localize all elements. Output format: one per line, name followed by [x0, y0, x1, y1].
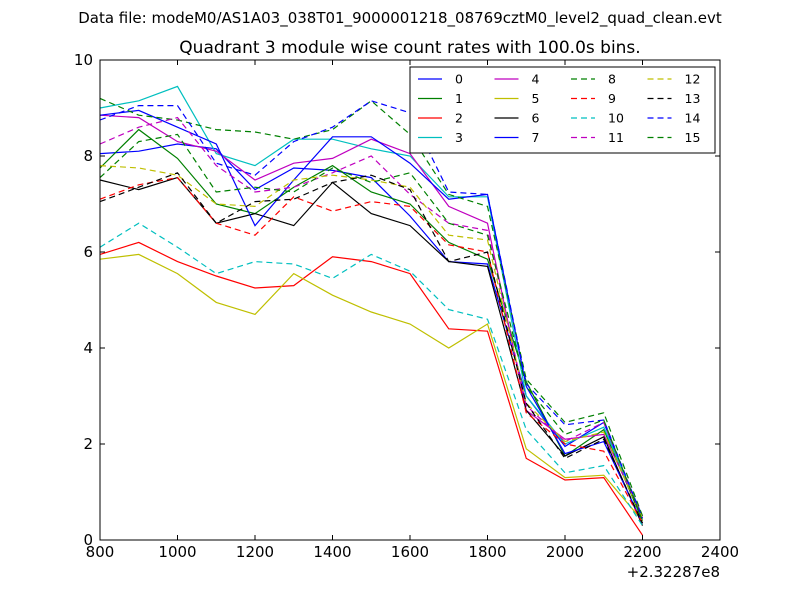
- legend-label: 13: [685, 91, 701, 106]
- series-line-2: [99, 241, 643, 536]
- y-tick-label: 0: [83, 531, 93, 549]
- legend-item-5: 5: [494, 91, 540, 106]
- x-tick-label: 2200: [623, 543, 661, 561]
- legend-item-2: 2: [418, 111, 463, 126]
- y-tick-label: 2: [83, 435, 93, 453]
- series-line-10: [99, 222, 644, 526]
- legend-label: 2: [455, 111, 463, 126]
- series-line-9: [99, 176, 644, 524]
- legend-item-0: 0: [418, 72, 463, 87]
- y-tick-label: 8: [83, 147, 93, 165]
- plot-frame: [99, 59, 721, 541]
- legend-label: 11: [608, 130, 624, 145]
- legend-label: 15: [685, 130, 701, 145]
- legend-label: 8: [608, 72, 616, 87]
- legend-label: 4: [532, 72, 540, 87]
- figure-suptitle: Data file: modeM0/AS1A03_038T01_90000012…: [78, 9, 722, 28]
- legend-item-6: 6: [494, 111, 540, 126]
- ticks-layer: 800 1000 1200 1400 1600 1800 2000 2200 2400 0 2 4 6 8…: [74, 51, 739, 561]
- legend-item-9: 9: [571, 91, 616, 106]
- legend-label: 10: [608, 111, 624, 126]
- legend-item-3: 3: [418, 130, 463, 145]
- x-tick-label: 2400: [701, 543, 739, 561]
- legend-label: 5: [532, 91, 540, 106]
- series-line-12: [99, 165, 644, 519]
- series-line-13: [99, 172, 644, 524]
- legend-label: 1: [455, 91, 463, 106]
- legend-item-10: 10: [571, 111, 624, 126]
- legend-label: 6: [532, 111, 540, 126]
- series-layer: [99, 85, 644, 536]
- legend-item-7: 7: [494, 130, 540, 145]
- legend-item-4: 4: [494, 72, 540, 87]
- legend-item-8: 8: [571, 72, 616, 87]
- legend-item-12: 12: [647, 72, 701, 87]
- chart-title: Quadrant 3 module wise count rates with …: [179, 38, 640, 58]
- legend-item-14: 14: [647, 111, 701, 126]
- x-tick-label: 1800: [468, 543, 506, 561]
- y-tick-label: 6: [83, 243, 93, 261]
- series-line-15: [99, 133, 644, 522]
- legend-frame: [409, 66, 716, 154]
- series-line-14: [99, 100, 644, 519]
- x-tick-label: 800: [86, 543, 115, 561]
- x-tick-label: 1600: [391, 543, 429, 561]
- series-line-8: [99, 97, 644, 517]
- legend-label: 0: [455, 72, 463, 87]
- x-offset-label: +2.32287e8: [627, 563, 720, 581]
- series-line-5: [99, 253, 643, 522]
- legend-item-1: 1: [418, 91, 463, 106]
- y-tick-label: 4: [83, 339, 93, 357]
- legend-label: 9: [608, 91, 616, 106]
- legend-label: 14: [685, 111, 701, 126]
- legend-label: 3: [455, 130, 463, 145]
- y-tick-label: 10: [74, 51, 93, 69]
- legend-label: 12: [685, 72, 701, 87]
- x-tick-label: 1000: [158, 543, 196, 561]
- legend-item-11: 11: [571, 130, 624, 145]
- legend-item-13: 13: [647, 91, 701, 106]
- legend-item-15: 15: [647, 130, 701, 145]
- x-tick-label: 1400: [313, 543, 351, 561]
- x-tick-label: 2000: [546, 543, 584, 561]
- legend-label: 7: [532, 130, 540, 145]
- x-tick-label: 1200: [236, 543, 274, 561]
